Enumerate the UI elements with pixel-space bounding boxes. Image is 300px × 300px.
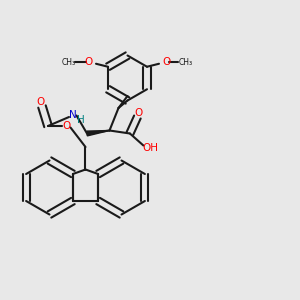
Text: H: H — [76, 115, 84, 125]
Text: CH₃: CH₃ — [62, 58, 76, 67]
Text: CH₃: CH₃ — [179, 58, 193, 67]
Text: O: O — [84, 57, 93, 67]
Text: O: O — [135, 108, 143, 118]
Text: O: O — [162, 57, 171, 67]
Text: OH: OH — [142, 143, 158, 153]
Polygon shape — [87, 130, 110, 136]
Text: O: O — [37, 97, 45, 107]
Text: N: N — [69, 110, 77, 120]
Text: O: O — [63, 121, 71, 131]
